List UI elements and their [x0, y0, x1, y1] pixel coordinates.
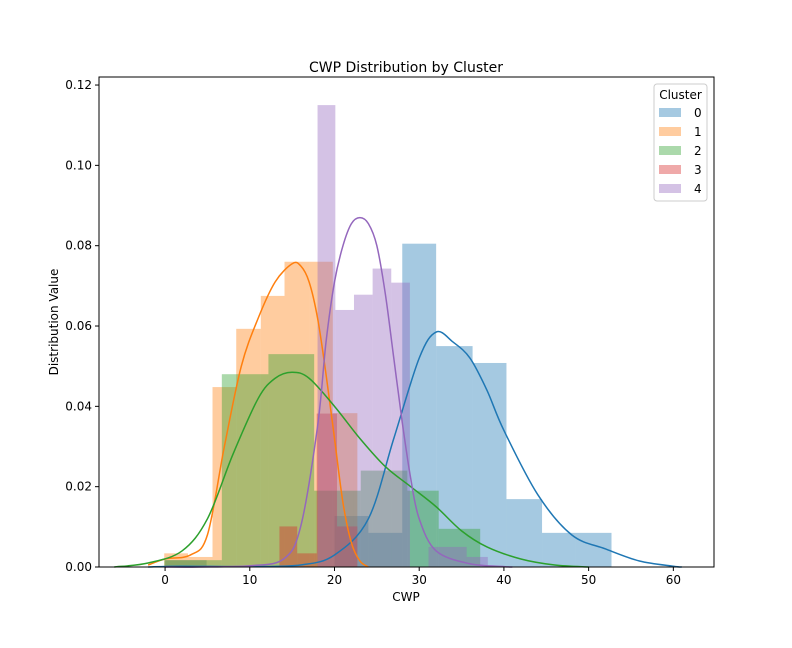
legend-swatch-cluster-0: [659, 108, 681, 117]
x-tick-label: 20: [327, 573, 342, 587]
legend-swatch-cluster-4: [659, 184, 681, 193]
hist-bar-cluster-4-7: [466, 556, 488, 567]
legend-swatch-cluster-3: [659, 165, 681, 174]
x-tick-label: 0: [161, 573, 169, 587]
y-tick-label: 0.10: [65, 158, 92, 172]
hist-bar-cluster-2-1: [221, 374, 269, 567]
legend-box: [653, 83, 708, 202]
y-axis-label: Distribution Value: [47, 269, 61, 376]
x-axis-label: CWP: [392, 590, 419, 604]
y-tick-label: 0.12: [65, 78, 92, 92]
hist-bar-cluster-3-0: [279, 526, 298, 567]
y-tick-label: 0.04: [65, 399, 92, 413]
hist-bar-cluster-0-9: [575, 532, 612, 567]
hist-bar-cluster-1-4: [260, 295, 285, 567]
bars-layer: [164, 105, 612, 568]
hist-bar-cluster-4-1: [335, 309, 354, 567]
kde-line-cluster-1: [147, 261, 369, 568]
y-tick-label: 0.00: [65, 560, 92, 574]
legend-swatch-cluster-2: [659, 146, 681, 155]
hist-bar-cluster-2-3: [314, 490, 361, 567]
legend: Cluster 0 1 2 3 4: [653, 83, 708, 202]
hist-bar-cluster-2-0: [164, 560, 222, 567]
x-tick-label: 60: [666, 573, 681, 587]
legend-title: Cluster: [659, 88, 702, 102]
x-tick-label: 10: [242, 573, 257, 587]
hist-bar-cluster-4-4: [391, 282, 410, 567]
legend-label-cluster-2: 2: [694, 144, 702, 158]
x-tick-label: 50: [581, 573, 596, 587]
legend-label-cluster-3: 3: [694, 163, 702, 177]
hist-bar-cluster-1-1: [187, 556, 213, 567]
y-tick-label: 0.02: [65, 480, 92, 494]
kde-line-cluster-2: [114, 371, 589, 568]
y-tick-label: 0.08: [65, 239, 92, 253]
x-axis: 0 10 20 30 40 50 60: [161, 567, 681, 587]
legend-swatch-cluster-1: [659, 127, 681, 136]
y-axis: 0.00 0.02 0.04 0.06 0.08 0.10 0.12: [65, 78, 99, 574]
hist-bar-cluster-4-3: [372, 268, 392, 567]
hist-bar-cluster-2-2: [268, 354, 315, 567]
kde-line-cluster-4: [165, 216, 513, 568]
hist-bar-cluster-4-2: [353, 294, 373, 567]
hist-bar-cluster-1-5: [284, 261, 310, 567]
hist-bar-cluster-0-7: [506, 499, 543, 567]
legend-label-cluster-4: 4: [694, 182, 702, 196]
hist-bar-cluster-0-3: [368, 532, 403, 567]
x-tick-label: 30: [412, 573, 427, 587]
hist-bar-cluster-0-5: [436, 346, 473, 567]
y-tick-label: 0.06: [65, 319, 92, 333]
kde-layer: [114, 216, 682, 568]
kde-line-cluster-0: [148, 330, 682, 568]
x-tick-label: 40: [496, 573, 511, 587]
plot-area-frame: [98, 76, 715, 568]
hist-bar-cluster-3-3: [337, 526, 358, 567]
hist-bar-cluster-1-7: [332, 413, 358, 567]
hist-bar-cluster-0-8: [542, 532, 576, 567]
hist-bar-cluster-0-4: [402, 243, 437, 567]
hist-bar-cluster-3-2: [316, 413, 338, 567]
legend-label-cluster-0: 0: [694, 106, 702, 120]
legend-label-cluster-1: 1: [694, 125, 702, 139]
hist-bar-cluster-0-0: [165, 560, 207, 567]
chart-title: CWP Distribution by Cluster: [309, 60, 503, 76]
